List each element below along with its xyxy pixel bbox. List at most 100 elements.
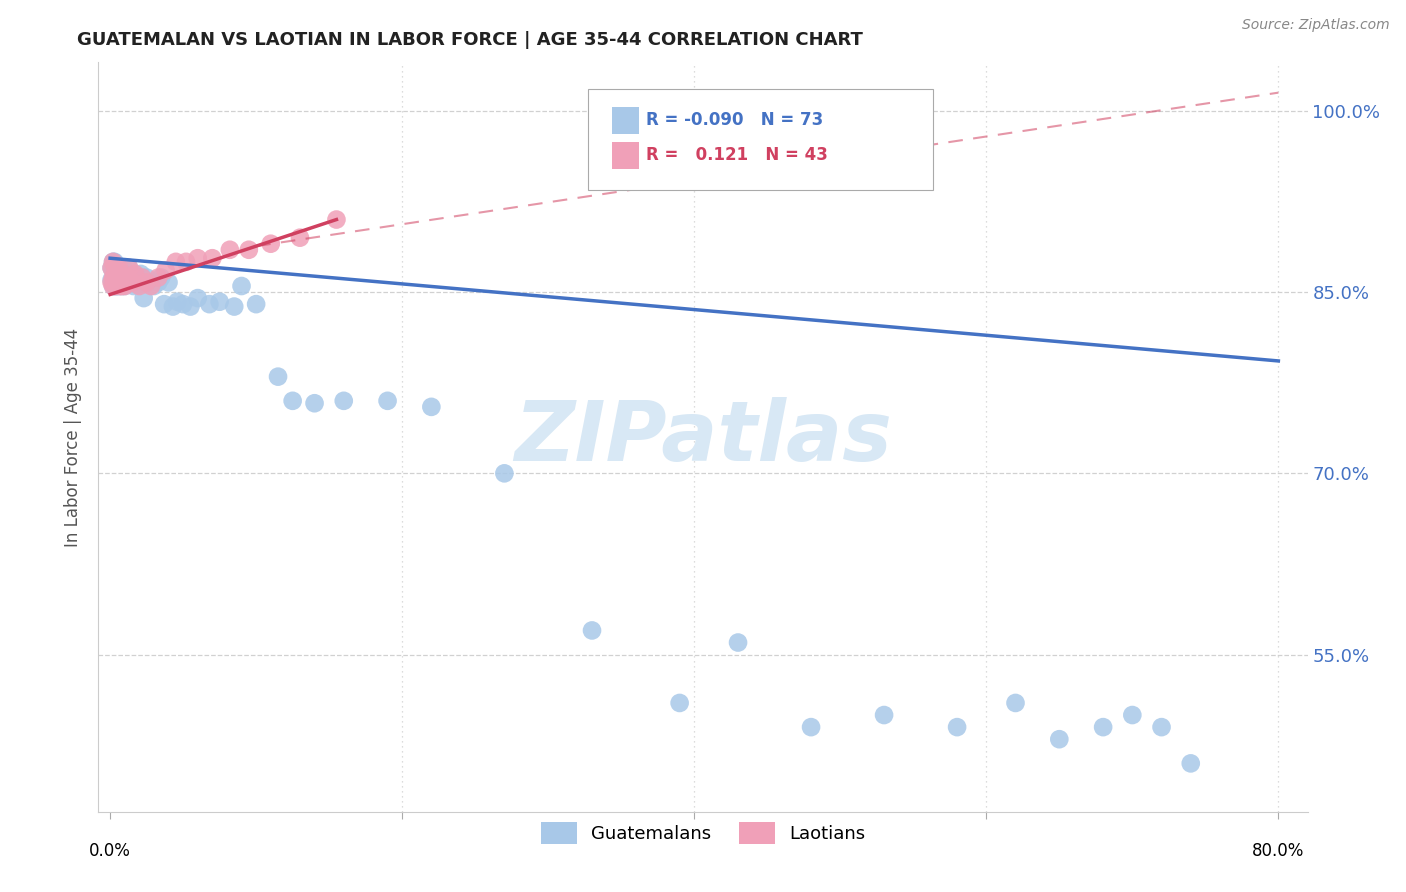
- Point: [103, 255, 125, 269]
- Point: [581, 624, 603, 638]
- Point: [117, 276, 139, 290]
- Point: [494, 467, 516, 481]
- Point: [800, 720, 823, 734]
- Point: [108, 273, 131, 287]
- Text: Source: ZipAtlas.com: Source: ZipAtlas.com: [1241, 18, 1389, 32]
- Point: [281, 393, 304, 408]
- Point: [139, 279, 162, 293]
- Point: [112, 270, 135, 285]
- Point: [155, 263, 177, 277]
- Point: [260, 236, 283, 251]
- Point: [115, 273, 138, 287]
- Point: [111, 270, 134, 285]
- Point: [121, 276, 143, 290]
- Point: [112, 276, 135, 290]
- Point: [172, 297, 194, 311]
- Point: [118, 270, 141, 285]
- Point: [114, 279, 136, 293]
- Point: [325, 212, 347, 227]
- Point: [135, 276, 157, 290]
- Point: [304, 396, 326, 410]
- Point: [101, 255, 124, 269]
- Point: [108, 263, 131, 277]
- Point: [103, 267, 125, 281]
- Point: [946, 720, 969, 734]
- Point: [124, 267, 146, 281]
- Point: [107, 267, 129, 281]
- Point: [245, 297, 267, 311]
- Text: 0.0%: 0.0%: [89, 842, 131, 860]
- Point: [114, 279, 136, 293]
- Point: [1121, 708, 1143, 723]
- Point: [112, 276, 135, 290]
- Point: [727, 635, 749, 649]
- Point: [174, 255, 197, 269]
- Point: [148, 270, 170, 285]
- Point: [1180, 756, 1202, 771]
- Point: [187, 251, 209, 265]
- Point: [198, 297, 221, 311]
- Point: [122, 279, 145, 293]
- Point: [108, 260, 131, 275]
- Point: [101, 279, 124, 293]
- Point: [107, 279, 129, 293]
- Point: [224, 300, 246, 314]
- Point: [135, 270, 157, 285]
- Point: [377, 393, 399, 408]
- Point: [100, 273, 122, 287]
- Point: [103, 279, 125, 293]
- Point: [117, 270, 139, 285]
- FancyBboxPatch shape: [588, 88, 932, 190]
- Point: [104, 260, 127, 275]
- Point: [100, 260, 122, 275]
- Point: [166, 294, 188, 309]
- Point: [332, 393, 354, 408]
- Point: [107, 270, 129, 285]
- Text: R =   0.121   N = 43: R = 0.121 N = 43: [647, 146, 828, 164]
- Point: [132, 291, 155, 305]
- Point: [150, 270, 173, 285]
- Point: [1004, 696, 1026, 710]
- Point: [108, 267, 131, 281]
- Point: [138, 276, 160, 290]
- Point: [238, 243, 260, 257]
- Point: [101, 270, 124, 285]
- Point: [162, 300, 184, 314]
- Point: [110, 270, 132, 285]
- Point: [165, 255, 187, 269]
- Text: GUATEMALAN VS LAOTIAN IN LABOR FORCE | AGE 35-44 CORRELATION CHART: GUATEMALAN VS LAOTIAN IN LABOR FORCE | A…: [77, 31, 863, 49]
- Point: [128, 270, 150, 285]
- Point: [101, 260, 124, 275]
- Point: [104, 263, 127, 277]
- Point: [115, 276, 138, 290]
- Point: [153, 297, 176, 311]
- Point: [129, 267, 152, 281]
- Point: [148, 276, 170, 290]
- Point: [420, 400, 443, 414]
- Point: [1047, 732, 1070, 747]
- Bar: [613, 107, 638, 134]
- Point: [125, 276, 148, 290]
- Point: [218, 243, 240, 257]
- Point: [108, 279, 131, 293]
- Point: [111, 279, 134, 293]
- Point: [124, 270, 146, 285]
- Point: [110, 276, 132, 290]
- Point: [111, 279, 134, 293]
- Point: [118, 260, 141, 275]
- Point: [104, 273, 127, 287]
- Point: [114, 270, 136, 285]
- Point: [107, 276, 129, 290]
- Point: [1150, 720, 1173, 734]
- Point: [179, 300, 201, 314]
- Point: [142, 279, 165, 293]
- Point: [107, 276, 129, 290]
- Point: [101, 255, 124, 269]
- Point: [131, 270, 153, 285]
- Point: [157, 276, 180, 290]
- Point: [121, 276, 143, 290]
- Point: [104, 279, 127, 293]
- Point: [187, 291, 209, 305]
- Point: [103, 270, 125, 285]
- Point: [108, 276, 131, 290]
